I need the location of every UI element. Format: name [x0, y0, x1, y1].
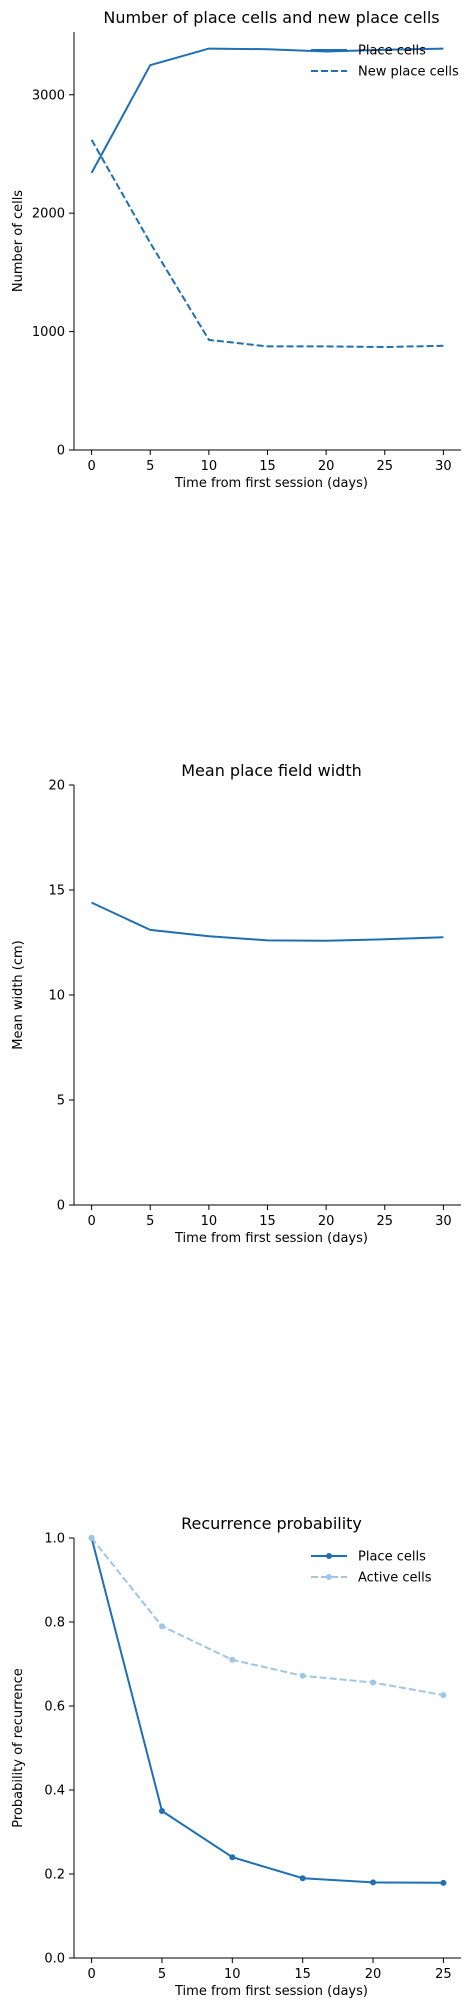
x-tick-label: 5: [158, 1967, 166, 1982]
x-tick-label: 15: [259, 1214, 276, 1229]
data-point: [229, 1854, 236, 1861]
x-tick-label: 15: [259, 459, 276, 474]
series-line-2: [90, 1537, 444, 1697]
data-point: [370, 1879, 377, 1886]
chart-panel-3: Recurrence probability 0 5 10 15 20 25 0.0 0.2 0.…: [11, 1514, 461, 1999]
data-point: [88, 1535, 95, 1541]
chart-panel-2: Mean place field width 0 5 10 15 20 25 30 0 5 10 15…: [11, 761, 461, 1246]
y-tick-label: 2000: [32, 207, 65, 222]
legend-label-2: Active cells: [358, 1571, 432, 1586]
y-tick-label: 5: [57, 1094, 65, 1109]
legend-label-1: Place cells: [358, 44, 426, 59]
y-tick-label: 0.8: [44, 1616, 65, 1631]
series-line-2: [90, 139, 444, 348]
x-tick-label: 15: [294, 1967, 311, 1982]
chart-title: Mean place field width: [181, 761, 362, 780]
x-axis-title: Time from first session (days): [174, 1984, 368, 1999]
data-point: [229, 1656, 236, 1663]
x-tick-label: 10: [224, 1967, 241, 1982]
data-point: [440, 1879, 447, 1886]
chart-title: Recurrence probability: [181, 1514, 362, 1533]
x-tick-label: 20: [318, 1214, 335, 1229]
data-point: [299, 1875, 306, 1882]
x-axis-title: Time from first session (days): [174, 1231, 368, 1246]
x-tick-label: 5: [146, 1214, 154, 1229]
x-tick-label: 30: [435, 459, 452, 474]
y-axis-title: Probability of recurrence: [11, 1668, 26, 1828]
y-tick-label: 10: [48, 989, 65, 1004]
y-tick-label: 0.6: [44, 1700, 65, 1715]
x-tick-label: 30: [435, 1214, 452, 1229]
x-tick-label: 25: [376, 459, 393, 474]
y-axis-title: Mean width (cm): [11, 940, 26, 1049]
data-point: [440, 1692, 447, 1699]
x-tick-label: 10: [201, 459, 218, 474]
x-tick-label: 0: [87, 1214, 95, 1229]
legend-label-1: Place cells: [358, 1550, 426, 1565]
y-tick-label: 0: [57, 444, 65, 459]
y-tick-label: 0.0: [44, 1952, 65, 1967]
x-tick-label: 25: [376, 1214, 393, 1229]
x-tick-label: 0: [87, 1967, 95, 1982]
y-tick-label: 0.2: [44, 1868, 65, 1883]
chart-panel-1: Number of place cells and new place cell…: [11, 8, 461, 491]
y-tick-label: 1.0: [44, 1532, 65, 1547]
data-point: [370, 1679, 377, 1686]
y-tick-label: 1000: [32, 325, 65, 340]
series-line-1: [90, 1537, 444, 1884]
legend-marker: [326, 1553, 332, 1559]
x-tick-label: 20: [365, 1967, 382, 1982]
legend-label-2: New place cells: [358, 65, 459, 80]
legend-marker: [326, 1574, 332, 1580]
y-tick-label: 3000: [32, 88, 65, 103]
x-tick-label: 20: [318, 459, 335, 474]
y-tick-label: 15: [48, 884, 65, 899]
x-tick-label: 25: [435, 1967, 452, 1982]
data-point: [158, 1623, 165, 1630]
chart-title: Number of place cells and new place cell…: [103, 8, 439, 27]
y-tick-label: 20: [48, 779, 65, 794]
y-tick-label: 0.4: [44, 1784, 65, 1799]
y-tick-label: 0: [57, 1199, 65, 1214]
y-axis-title: Number of cells: [11, 190, 26, 292]
x-tick-label: 10: [201, 1214, 218, 1229]
x-tick-label: 0: [87, 459, 95, 474]
series-line-1: [91, 901, 444, 942]
x-axis-title: Time from first session (days): [174, 476, 368, 491]
x-tick-label: 5: [146, 459, 154, 474]
data-point: [299, 1672, 306, 1679]
series-line-1: [90, 47, 444, 174]
data-point: [158, 1808, 165, 1814]
